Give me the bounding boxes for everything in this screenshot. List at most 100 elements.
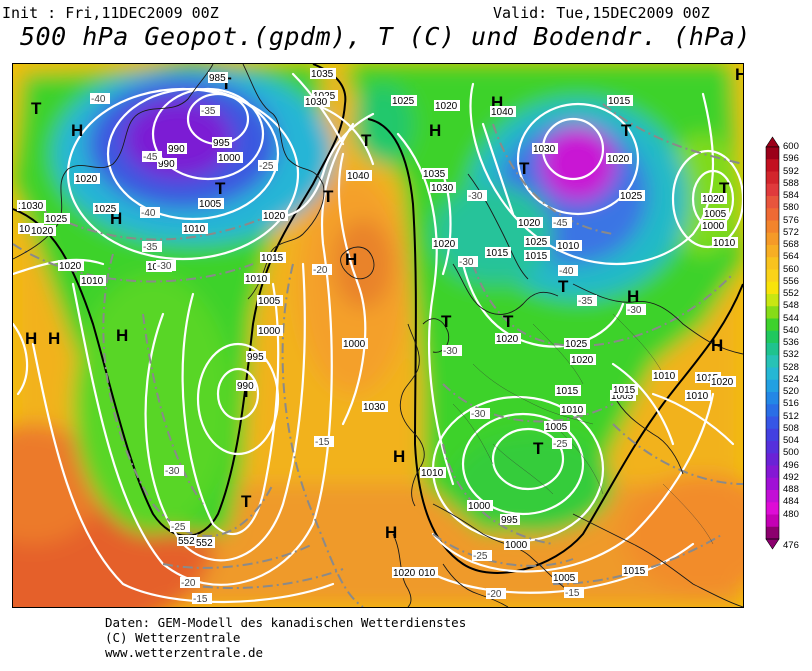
- isobar-label-bg: [564, 338, 590, 349]
- temperature-label-bg: [312, 264, 332, 275]
- temperature-label-bg: [314, 436, 334, 447]
- isobar-label-bg: [710, 376, 736, 387]
- isobar-label-bg: [257, 295, 283, 306]
- isobar-label: 1010: [653, 371, 676, 382]
- isobar-label-bg: [430, 182, 456, 193]
- colorbar-swatch: [766, 367, 779, 381]
- isobar-label-bg: [157, 158, 177, 169]
- colorbar-label: 596: [783, 153, 799, 165]
- height-contour-label-bg: [177, 535, 197, 546]
- isobar-label-bg: [544, 421, 570, 432]
- isobar-label-bg: [619, 190, 645, 201]
- temperature-label: -15: [565, 588, 580, 599]
- footer-credits: Daten: GEM-Modell des kanadischen Wetter…: [105, 615, 466, 660]
- isobar-label: 1030: [431, 183, 454, 194]
- colorbar-label: 528: [783, 361, 799, 373]
- temperature-label: -20: [487, 589, 502, 600]
- isobar-label: 1035: [423, 169, 446, 180]
- colorbar-label: 540: [783, 324, 799, 336]
- colorbar-swatch: [766, 526, 779, 540]
- colorbar-label: 588: [783, 177, 799, 189]
- colorbar-swatch: [766, 257, 779, 270]
- temperature-label: -45: [143, 152, 158, 163]
- colorbar-swatch: [766, 159, 779, 172]
- isobar-label-bg: [422, 168, 448, 179]
- isobar-label-bg: [552, 572, 578, 583]
- low-pressure-symbol: T: [621, 121, 632, 140]
- high-pressure-symbol: H: [25, 329, 37, 348]
- colorbar-label: 512: [783, 410, 799, 422]
- colorbar-label: 568: [783, 239, 799, 250]
- isobar-label: 1005: [704, 209, 727, 220]
- low-pressure-symbol: T: [519, 159, 530, 178]
- colorbar-label: 500: [783, 447, 799, 459]
- isobar-label-bg: [257, 325, 283, 336]
- isobar-label: 1010: [561, 405, 584, 416]
- low-pressure-symbol: T: [221, 74, 232, 93]
- isobar-label-bg: [420, 467, 446, 478]
- temperature-label: -30: [627, 305, 642, 316]
- colorbar-swatch: [766, 294, 779, 307]
- isobar-label: 1020: [607, 154, 630, 165]
- colorbar-swatch: [766, 330, 779, 344]
- isobar-label-bg: [560, 404, 586, 415]
- isobar-label-bg: [485, 247, 511, 258]
- isobar-label: 1015: [486, 248, 509, 259]
- colorbar-swatch: [766, 245, 779, 258]
- low-pressure-symbol: T: [361, 131, 372, 150]
- colorbar-swatch: [766, 318, 779, 332]
- isobar-label-bg: [500, 514, 520, 525]
- isobar-label: 1015: [556, 386, 579, 397]
- isobar-label-bg: [208, 72, 228, 83]
- map-title: 500 hPa Geopot.(gpdm), T (C) und Bodendr…: [20, 22, 751, 51]
- colorbar-label: 560: [783, 263, 799, 275]
- isobar-label: 1020: [702, 194, 725, 205]
- temperature-label: -20: [313, 265, 328, 276]
- isobar-label-bg: [612, 384, 638, 395]
- isobar-label-bg: [695, 372, 721, 383]
- isobar-label: 1005: [611, 391, 634, 402]
- temperature-label-bg: [156, 260, 176, 271]
- isobar-label-bg: [701, 220, 727, 231]
- colorbar-label: 552: [783, 288, 799, 299]
- temperature-label-bg: [577, 295, 597, 306]
- isobar-label-bg: [434, 100, 460, 111]
- temperature-label-bg: [467, 190, 487, 201]
- temperature-label-bg: [552, 217, 572, 228]
- colorbar-top-arrow: [765, 136, 780, 148]
- temperature-label-bg: [486, 588, 506, 599]
- colorbar-swatch: [766, 343, 779, 356]
- temperature-label: -40: [91, 94, 106, 105]
- temperature-label-bg: [164, 465, 184, 476]
- high-pressure-symbol: H: [385, 523, 397, 542]
- colorbar-swatch: [766, 441, 779, 454]
- low-pressure-symbol: T: [533, 439, 544, 458]
- low-pressure-symbol: T: [558, 277, 569, 296]
- temperature-label-bg: [142, 241, 162, 252]
- isobar-label-bg: [570, 354, 596, 365]
- temperature-label: -30: [468, 191, 483, 202]
- temperature-label-bg: [90, 93, 110, 104]
- isobar-label-bg: [703, 208, 729, 219]
- isobar-label-bg: [30, 225, 56, 236]
- isobar-label: 1020: [518, 218, 541, 229]
- colorbar-swatch: [766, 379, 779, 393]
- temperature-label-bg: [552, 438, 572, 449]
- isobar-label: 1010: [413, 568, 436, 579]
- temperature-label: -25: [553, 439, 568, 450]
- isobar-label-bg: [342, 338, 368, 349]
- isobar-label: 1010: [421, 468, 444, 479]
- isobar-label: 1005: [258, 296, 281, 307]
- isobar-label: 1020: [711, 377, 734, 388]
- isobar-label: 1025: [565, 339, 588, 350]
- isobar-label: 1000: [258, 326, 281, 337]
- height-contour-label: 552: [196, 538, 213, 549]
- colorbar-label: 592: [783, 165, 799, 177]
- isobar-label: 1030: [533, 144, 556, 155]
- low-pressure-symbol: T: [215, 179, 226, 198]
- weather-map: HHHHHHHHHHHHHTTTTTTTTTTTTTT 990985995100…: [12, 63, 744, 608]
- colorbar-swatch: [766, 453, 779, 466]
- isobar-label-bg: [310, 68, 336, 79]
- isobar-label-bg: [524, 250, 550, 261]
- temperature-labels: -40 -35 -45 -40 -35 -30 -25 -30 -45 -40 -35 -30 -30 -…: [90, 93, 646, 605]
